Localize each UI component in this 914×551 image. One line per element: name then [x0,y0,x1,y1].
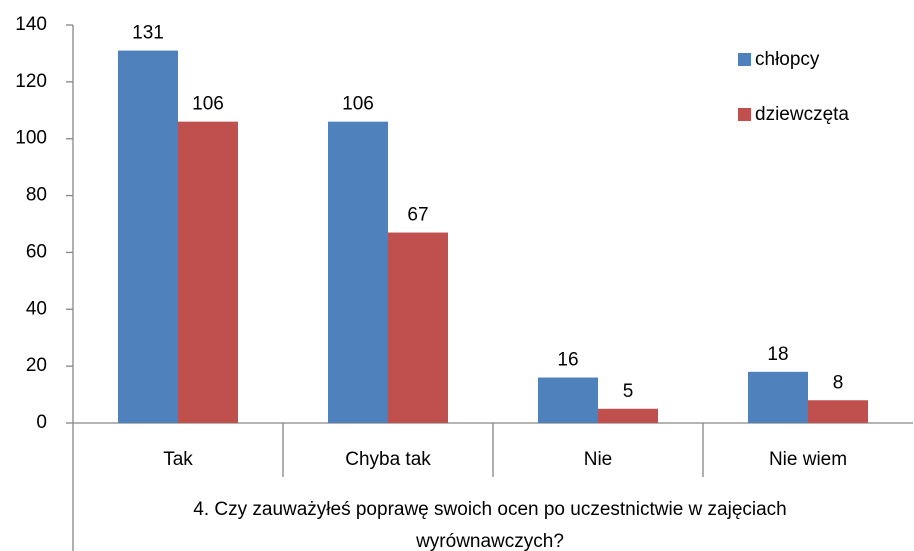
x-tick-label: Tak [163,449,193,470]
bar [598,408,658,423]
y-tick-label: 140 [15,14,47,35]
data-label: 5 [623,381,634,402]
data-label: 16 [557,350,578,371]
legend-swatch [738,108,751,121]
legend-swatch [738,53,751,66]
data-label: 18 [767,344,788,365]
y-tick-label: 20 [26,355,47,376]
x-tick-label: Nie [584,449,613,470]
y-tick-label: 120 [15,71,47,92]
y-tick-label: 100 [15,128,47,149]
data-label: 106 [342,94,374,115]
bar [118,50,178,423]
legend-label: dziewczęta [755,104,849,125]
x-tick-label: Chyba tak [345,449,431,470]
data-label: 106 [192,94,224,115]
y-tick-label: 0 [36,412,47,433]
data-label: 8 [833,372,844,393]
data-label: 67 [407,205,428,226]
bar [178,121,238,424]
bar [388,232,448,423]
y-tick-label: 60 [26,241,47,262]
bar [808,400,868,423]
x-tick-label: Nie wiem [769,449,847,470]
x-axis-title: 4. Czy zauważyłeś poprawę swoich ocen po… [193,499,787,551]
bar [538,377,598,423]
legend-label: chłopcy [755,49,820,70]
y-tick-label: 40 [26,298,47,319]
bar [748,371,808,423]
bar [328,121,388,424]
data-label: 131 [132,23,164,44]
y-tick-label: 80 [26,185,47,206]
